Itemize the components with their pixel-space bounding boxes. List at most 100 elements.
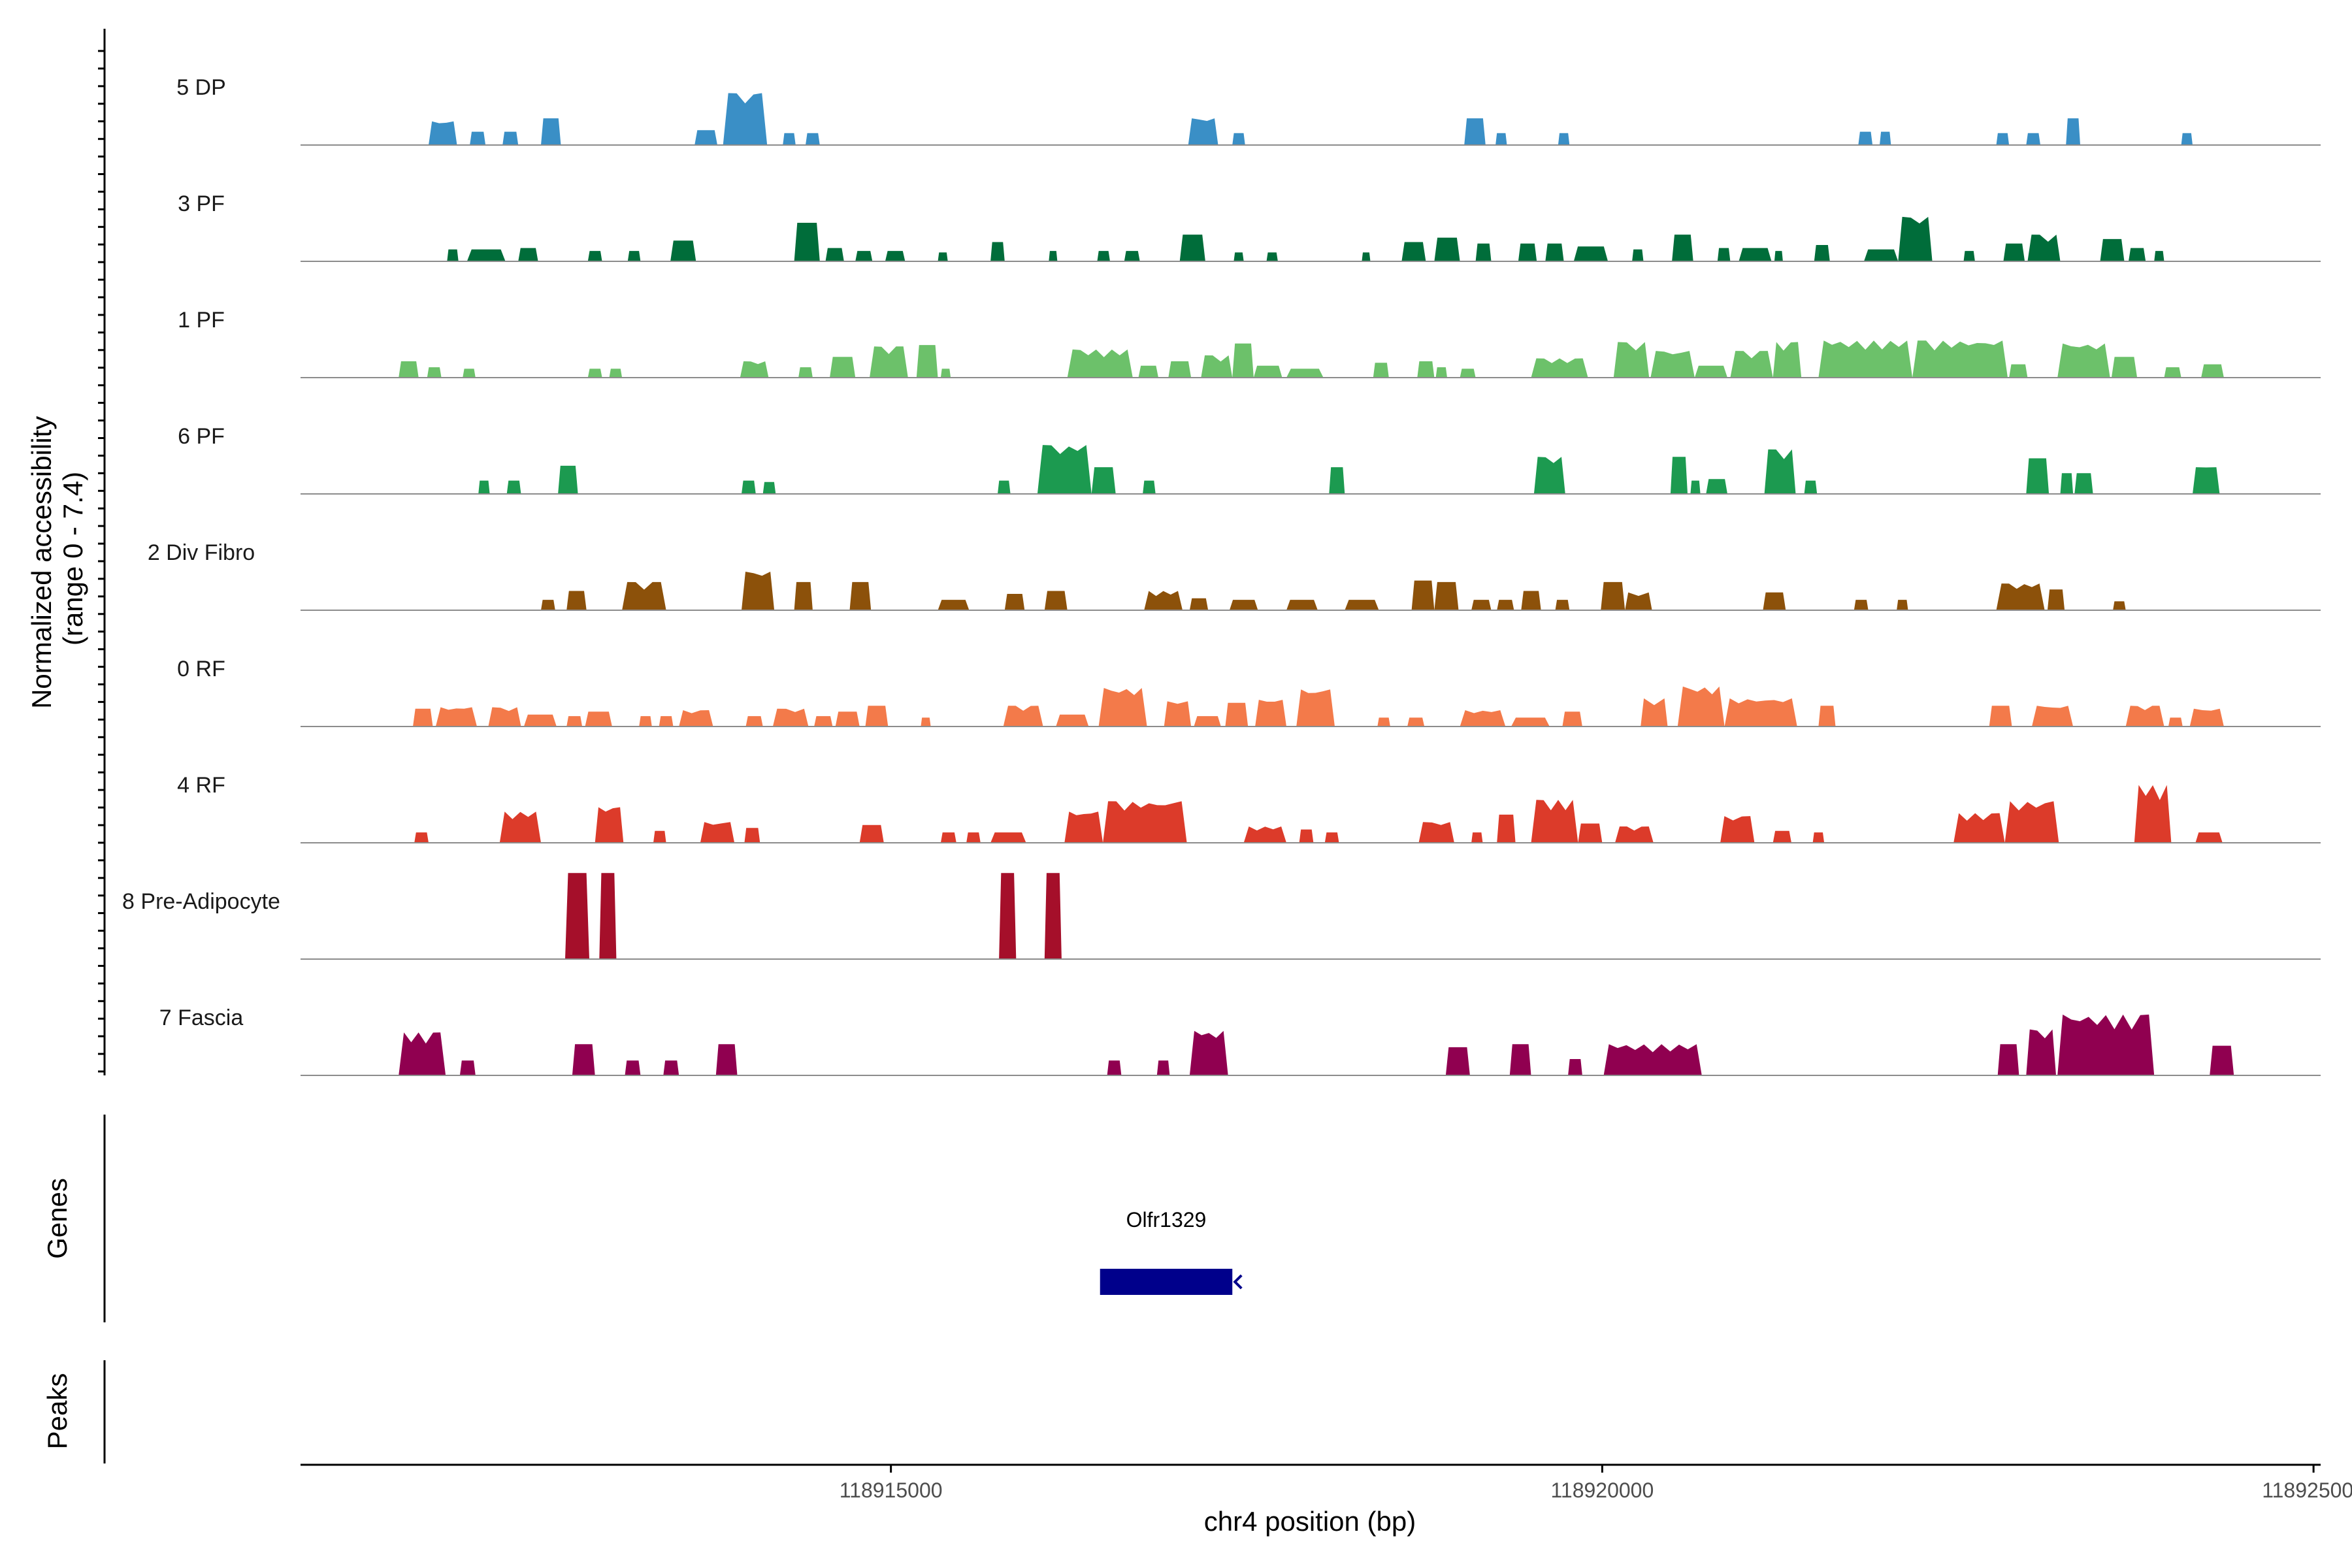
coverage-peak (1625, 592, 1652, 610)
coverage-peak (1286, 368, 1324, 378)
coverage-peak (2100, 238, 2125, 261)
coverage-peak (1763, 592, 1786, 610)
coverage-peak (998, 480, 1011, 494)
coverage-peak (585, 711, 612, 727)
coverage-peak (1603, 1044, 1702, 1075)
coverage-peak (1521, 591, 1541, 610)
coverage-peak (1497, 600, 1514, 610)
coverage-peak (2027, 235, 2061, 261)
coverage-peak (1694, 365, 1727, 378)
coverage-peak (1266, 252, 1278, 261)
coverage-peak (990, 832, 1026, 843)
coverage-peak (1232, 343, 1254, 378)
coverage-peak (1225, 702, 1249, 727)
coverage-peak (1531, 800, 1578, 843)
coverage-peak (938, 252, 948, 261)
coverage-peak (1996, 133, 2010, 145)
coverage-peak (558, 465, 578, 494)
coverage-peak (1445, 1047, 1470, 1075)
coverage-peak (2057, 343, 2110, 378)
coverage-peak (1764, 449, 1796, 494)
coverage-peak (2026, 458, 2050, 494)
coverage-peak (1804, 480, 1818, 494)
coverage-peak (966, 832, 981, 843)
coverage-peak (2074, 473, 2093, 494)
track-5-dp: 5 DP (176, 75, 2321, 146)
y-axis-title-line2: (range 0 - 7.4) (57, 472, 88, 645)
x-tick-label: 118925000 (2262, 1478, 2352, 1502)
coverage-peak (1286, 600, 1318, 610)
coverage-peak (1518, 243, 1537, 261)
coverage-peak (1615, 826, 1654, 843)
coverage-peak (1963, 251, 1975, 261)
x-axis-ticks: 118915000 118920000 118925000 (840, 1465, 2352, 1502)
y-axis-title-line1: Normalized accessibility (26, 416, 57, 709)
track-label: 0 RF (177, 657, 225, 681)
gene-label: Olfr1329 (1126, 1208, 1207, 1232)
coverage-peak (622, 581, 666, 610)
coverage-peak (1460, 368, 1476, 378)
coverage-peak (1401, 242, 1426, 261)
coverage-peak (427, 367, 442, 378)
coverage-peak (2004, 801, 2059, 843)
coverage-peak (1953, 813, 2005, 843)
coverage-peak (1558, 133, 1570, 145)
coverage-peak (1377, 717, 1390, 727)
coverage-peak (1858, 131, 1873, 145)
track-label: 1 PF (178, 308, 225, 333)
coverage-peak (1690, 480, 1701, 494)
coverage-peak (572, 1044, 595, 1075)
y-axis-title: Normalized accessibility (range 0 - 7.4) (26, 408, 88, 709)
coverage-peak (1407, 717, 1425, 727)
track-3-pf: 3 PF (178, 191, 2321, 262)
coverage-peak (940, 832, 956, 843)
coverage-peak (1739, 248, 1772, 261)
coverage-peak (488, 707, 521, 727)
coverage-peak (1435, 367, 1447, 378)
coverage-peak (1345, 600, 1379, 610)
coverage-peak (921, 717, 931, 727)
coverage-peak (1989, 706, 2012, 727)
coverage-peak (1632, 249, 1644, 261)
coverage-peak (742, 572, 775, 610)
coverage-peak (938, 600, 970, 610)
coverage-peak (1124, 251, 1140, 261)
coverage-peak (414, 832, 429, 843)
coverage-peak (1411, 580, 1435, 610)
coverage-peak (1898, 216, 1933, 261)
coverage-peak (2164, 367, 2181, 378)
coverage-peak (1299, 829, 1314, 843)
coverage-peak (447, 249, 459, 261)
coverage-peak (463, 368, 476, 378)
coverage-peak (1417, 361, 1435, 378)
coverage-peak (1578, 823, 1603, 843)
coverage-peak (506, 480, 521, 494)
coverage-peak (1475, 243, 1492, 261)
coverage-peak (1232, 133, 1245, 145)
coverage-peak (855, 251, 873, 261)
coverage-peak (700, 822, 735, 843)
coverage-peak (566, 716, 583, 727)
coverage-peak (1880, 131, 1891, 145)
x-tick-label: 118920000 (1550, 1478, 1654, 1502)
coverage-peak (1641, 698, 1668, 727)
coverage-peak (835, 711, 860, 727)
coverage-peak (470, 131, 486, 145)
coverage-peak (1188, 118, 1218, 145)
coverage-peak (745, 716, 763, 727)
track-6-pf: 6 PF (178, 424, 2321, 495)
coverage-peak (1296, 689, 1335, 727)
coverage-peak (762, 482, 776, 494)
coverage-peak (990, 242, 1005, 261)
coverage-peak (1103, 801, 1187, 843)
coverage-peak (1418, 822, 1454, 843)
coverage-peak (625, 1060, 641, 1075)
coverage-peak (587, 251, 602, 261)
coverage-peak (1168, 361, 1192, 378)
coverage-peak (1037, 445, 1092, 494)
coverage-peak (429, 121, 457, 145)
track-panel: 5 DP 3 PF 1 PF 6 PF 2 Div Fibro 0 RF 4 RF 8 Pre… (122, 75, 2321, 1076)
coverage-peak (1772, 342, 1802, 378)
coverage-peak (2066, 118, 2080, 145)
